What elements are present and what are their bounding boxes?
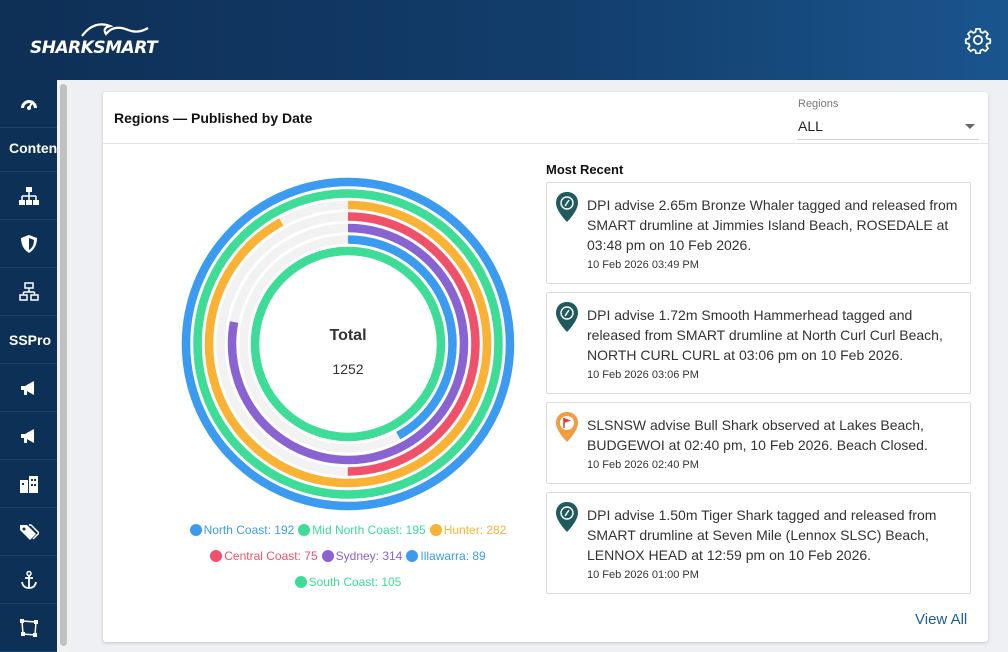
recent-item[interactable]: DPI advise 1.72m Smooth Hammerhead tagge… bbox=[546, 292, 971, 394]
legend-label: Central Coast: 75 bbox=[224, 549, 318, 563]
caret-down-icon bbox=[965, 124, 975, 129]
tag-pin-icon bbox=[556, 502, 578, 532]
top-bar: SHARKSMART bbox=[0, 0, 1008, 80]
legend-item-north-coast[interactable]: North Coast: 192 bbox=[189, 518, 295, 542]
sidebar-scrollbar[interactable] bbox=[60, 84, 67, 646]
legend-label: South Coast: 105 bbox=[308, 575, 402, 589]
ring-illawarra[interactable] bbox=[239, 235, 457, 453]
legend-dot-icon bbox=[406, 550, 419, 562]
sidebar: Content SSPro bbox=[0, 80, 57, 652]
chart-legend: North Coast: 192 Mid North Coast: 195 Hunt… bbox=[173, 518, 523, 596]
legend-item-sydney[interactable]: Sydney: 314 bbox=[321, 544, 403, 568]
anchor-icon bbox=[20, 570, 37, 589]
chart-center-label: Total bbox=[329, 327, 366, 344]
dashboard-icon bbox=[20, 99, 37, 110]
legend-dot-icon bbox=[294, 576, 307, 588]
most-recent-list: DPI advise 2.65m Bronze Whaler tagged an… bbox=[546, 182, 971, 602]
sharksmart-logo[interactable]: SHARKSMART bbox=[30, 18, 160, 62]
shield-icon bbox=[20, 234, 37, 253]
sidebar-item-alerts[interactable] bbox=[0, 412, 57, 460]
sidebar-item-zones[interactable] bbox=[0, 604, 57, 652]
polygon-icon bbox=[19, 618, 38, 637]
sidebar-item-drumlines[interactable] bbox=[0, 556, 57, 604]
gear-icon bbox=[964, 28, 992, 55]
tag-pin-icon bbox=[556, 302, 578, 332]
legend-item-south-coast[interactable]: South Coast: 105 bbox=[294, 570, 402, 594]
regions-card: Regions — Published by Date Regions ALL … bbox=[103, 92, 988, 642]
sidebar-item-dashboard[interactable] bbox=[0, 80, 57, 128]
view-all-link[interactable]: View All bbox=[915, 611, 968, 628]
tag-pin-icon bbox=[556, 192, 578, 222]
legend-dot-icon bbox=[189, 524, 202, 536]
regions-select-label: Regions bbox=[798, 98, 839, 110]
sidebar-item-network[interactable] bbox=[0, 268, 57, 316]
sidebar-item-label: SSPro bbox=[9, 331, 52, 348]
sidebar-item-content[interactable]: Content bbox=[0, 124, 57, 172]
legend-label: North Coast: 192 bbox=[203, 523, 295, 537]
recent-item-text: DPI advise 1.50m Tiger Shark tagged and … bbox=[587, 507, 937, 563]
megaphone-icon bbox=[20, 428, 34, 443]
ring-mid-north-coast[interactable] bbox=[193, 189, 503, 499]
legend-item-illawarra[interactable]: Illawarra: 89 bbox=[406, 544, 486, 568]
card-title: Regions — Published by Date bbox=[114, 110, 313, 126]
megaphone-icon bbox=[20, 380, 34, 395]
most-recent-title: Most Recent bbox=[546, 162, 624, 177]
flag-pin-icon bbox=[556, 412, 578, 442]
legend-item-hunter[interactable]: Hunter: 282 bbox=[429, 518, 507, 542]
radial-bar-chart: Total 1252 bbox=[181, 177, 515, 511]
sidebar-item-announcements[interactable] bbox=[0, 364, 57, 412]
sidebar-item-security[interactable] bbox=[0, 220, 57, 268]
ring-hunter[interactable] bbox=[204, 200, 492, 488]
regions-select[interactable]: Regions ALL bbox=[797, 96, 979, 140]
recent-item[interactable]: DPI advise 2.65m Bronze Whaler tagged an… bbox=[546, 182, 971, 284]
legend-dot-icon bbox=[429, 524, 442, 536]
recent-item-date: 10 Feb 2026 03:06 PM bbox=[587, 369, 699, 381]
sidebar-item-organisations[interactable] bbox=[0, 460, 57, 508]
chart-center-value: 1252 bbox=[332, 361, 363, 377]
recent-item-text: DPI advise 2.65m Bronze Whaler tagged an… bbox=[587, 197, 958, 253]
legend-label: Mid North Coast: 195 bbox=[312, 523, 426, 537]
card-header: Regions — Published by Date Regions ALL bbox=[103, 92, 988, 144]
legend-dot-icon bbox=[210, 550, 223, 562]
recent-item-text: SLSNSW advise Bull Shark observed at Lak… bbox=[587, 417, 928, 453]
logo-text: SHARKSMART bbox=[30, 38, 158, 58]
recent-item-text: DPI advise 1.72m Smooth Hammerhead tagge… bbox=[587, 307, 943, 363]
legend-dot-icon bbox=[321, 550, 334, 562]
buildings-icon bbox=[19, 475, 38, 493]
wave-icon bbox=[81, 23, 149, 37]
network-icon bbox=[18, 281, 39, 301]
recent-item-date: 10 Feb 2026 03:49 PM bbox=[587, 259, 699, 271]
regions-select-value: ALL bbox=[798, 118, 823, 134]
ring-south-coast[interactable] bbox=[250, 246, 446, 442]
ring-central-coast[interactable] bbox=[216, 212, 480, 476]
legend-label: Sydney: 314 bbox=[335, 549, 403, 563]
settings-button[interactable] bbox=[964, 26, 992, 55]
ring-north-coast[interactable] bbox=[181, 177, 515, 511]
sidebar-item-sspro[interactable]: SSPro bbox=[0, 316, 57, 364]
tags-icon bbox=[19, 523, 39, 540]
recent-item-date: 10 Feb 2026 02:40 PM bbox=[587, 459, 699, 471]
recent-item[interactable]: SLSNSW advise Bull Shark observed at Lak… bbox=[546, 402, 971, 484]
legend-label: Hunter: 282 bbox=[443, 523, 507, 537]
legend-item-central-coast[interactable]: Central Coast: 75 bbox=[210, 544, 318, 568]
sitemap-icon bbox=[18, 186, 39, 205]
sidebar-item-tags[interactable] bbox=[0, 508, 57, 556]
legend-item-mid-north-coast[interactable]: Mid North Coast: 195 bbox=[298, 518, 426, 542]
recent-item[interactable]: DPI advise 1.50m Tiger Shark tagged and … bbox=[546, 492, 971, 594]
sidebar-item-sitemap[interactable] bbox=[0, 172, 57, 220]
sidebar-item-label: Content bbox=[9, 139, 57, 156]
legend-dot-icon bbox=[298, 524, 311, 536]
recent-item-date: 10 Feb 2026 01:00 PM bbox=[587, 569, 699, 581]
ring-sydney[interactable] bbox=[227, 223, 469, 465]
legend-label: Illawarra: 89 bbox=[420, 549, 486, 563]
